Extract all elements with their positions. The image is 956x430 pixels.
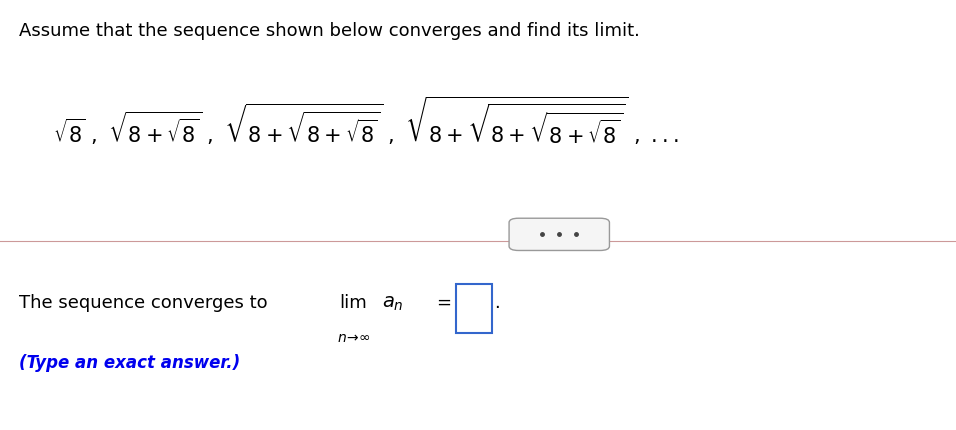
- Text: =: =: [436, 294, 451, 312]
- Text: lim: lim: [339, 294, 367, 312]
- Text: (Type an exact answer.): (Type an exact answer.): [19, 354, 240, 372]
- Text: $\sqrt{8}\ ,\ \sqrt{8+\sqrt{8}}\ ,\ \sqrt{8+\sqrt{8+\sqrt{8}}}\ ,\ \sqrt{8+\sqrt: $\sqrt{8}\ ,\ \sqrt{8+\sqrt{8}}\ ,\ \sqr…: [53, 94, 678, 147]
- Text: The sequence converges to: The sequence converges to: [19, 294, 268, 312]
- Text: .: .: [494, 294, 500, 312]
- Text: $a_n$: $a_n$: [382, 294, 404, 313]
- Text: $n\!\rightarrow\!\infty$: $n\!\rightarrow\!\infty$: [337, 331, 370, 344]
- Text: Assume that the sequence shown below converges and find its limit.: Assume that the sequence shown below con…: [19, 22, 640, 40]
- FancyBboxPatch shape: [456, 284, 492, 333]
- FancyBboxPatch shape: [509, 218, 609, 250]
